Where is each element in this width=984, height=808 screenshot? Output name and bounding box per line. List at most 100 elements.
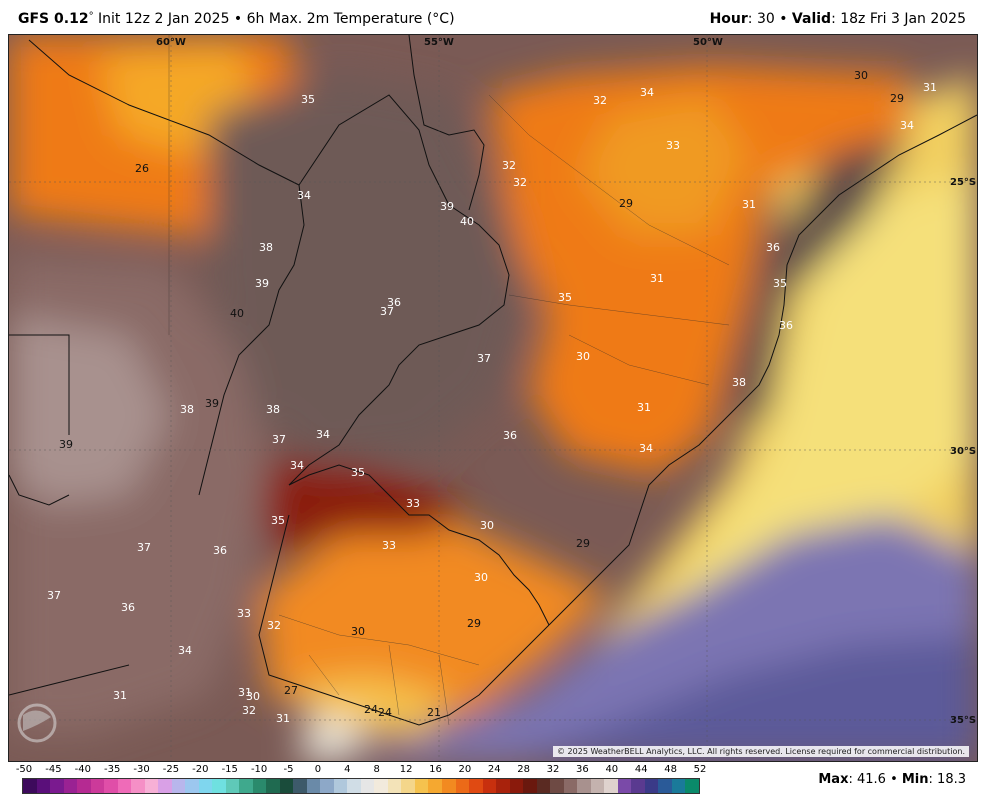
temp-label: 29 bbox=[619, 197, 633, 210]
temp-label: 38 bbox=[259, 241, 273, 254]
temp-label: 31 bbox=[742, 198, 756, 211]
legend-swatch bbox=[509, 779, 524, 793]
temp-label: 34 bbox=[178, 644, 192, 657]
valid-label: Valid bbox=[791, 11, 832, 27]
temp-label: 34 bbox=[297, 189, 311, 202]
temp-label: 40 bbox=[230, 307, 244, 320]
legend-tick: 16 bbox=[429, 764, 442, 775]
temp-label: 30 bbox=[474, 571, 488, 584]
header: GFS 0.12° Init 12z 2 Jan 2025 • 6h Max. … bbox=[0, 0, 984, 34]
temp-label: 33 bbox=[666, 139, 680, 152]
coord-35s: 35°S bbox=[950, 715, 976, 726]
legend-tick: 32 bbox=[546, 764, 560, 775]
temp-label: 21 bbox=[427, 706, 441, 719]
legend-tick: 36 bbox=[576, 764, 589, 775]
legend-swatch bbox=[482, 779, 497, 793]
temp-label: 34 bbox=[290, 459, 304, 472]
legend-tick: 52 bbox=[693, 764, 707, 775]
legend-tick: 24 bbox=[487, 764, 501, 775]
temp-label: 32 bbox=[502, 159, 516, 172]
temp-label: 39 bbox=[205, 397, 219, 410]
temp-label: 35 bbox=[351, 466, 365, 479]
temp-label: 33 bbox=[406, 497, 420, 510]
temperature-field bbox=[9, 35, 977, 761]
temp-label: 35 bbox=[301, 93, 315, 106]
legend-swatch bbox=[63, 779, 78, 793]
temperature-map[interactable]: 60°W 55°W 50°W 25°S 30°S 35°S 26 35 34 3… bbox=[8, 34, 978, 762]
temp-label: 32 bbox=[242, 704, 256, 717]
legend-tick: -15 bbox=[221, 764, 238, 775]
temp-label: 39 bbox=[255, 277, 269, 290]
state-lines bbox=[168, 35, 730, 726]
temp-label: 36 bbox=[387, 296, 401, 309]
legend-tick: 8 bbox=[373, 764, 380, 775]
temp-label: 30 bbox=[576, 350, 590, 363]
legend-swatch bbox=[239, 779, 253, 793]
temp-label: 31 bbox=[923, 81, 937, 94]
temp-label: 38 bbox=[266, 403, 280, 416]
legend-swatch bbox=[658, 779, 672, 793]
legend-swatch bbox=[131, 779, 145, 793]
legend-swatch bbox=[441, 779, 456, 793]
hour-value: : 30 • bbox=[747, 11, 792, 27]
legend-colorbar bbox=[22, 778, 700, 794]
legend-swatch bbox=[604, 779, 618, 793]
legend-swatch bbox=[50, 779, 64, 793]
legend-swatch bbox=[387, 779, 402, 793]
coord-60w: 60°W bbox=[156, 37, 186, 48]
legend-ticks: -50 -45 -40 -35 -30 -25 -20 -15 -10 -5 0 4 8 12 16 20 24… bbox=[16, 764, 708, 778]
min-label: Min bbox=[901, 772, 929, 787]
legend-swatch bbox=[644, 779, 659, 793]
legend-swatch bbox=[469, 779, 483, 793]
legend-swatch bbox=[279, 779, 294, 793]
legend-tick: -5 bbox=[283, 764, 294, 775]
temp-label: 34 bbox=[316, 428, 330, 441]
temp-label: 36 bbox=[766, 241, 780, 254]
temp-label: 24 bbox=[378, 706, 392, 719]
temp-label: 37 bbox=[137, 541, 151, 554]
legend-swatch bbox=[198, 779, 213, 793]
legend-tick: 48 bbox=[664, 764, 677, 775]
legend-swatch bbox=[171, 779, 186, 793]
temp-label: 29 bbox=[890, 92, 904, 105]
coord-30s: 30°S bbox=[950, 446, 976, 457]
legend-tick: 20 bbox=[458, 764, 472, 775]
legend-swatch bbox=[36, 779, 51, 793]
legend-swatch bbox=[306, 779, 321, 793]
legend-tick: 28 bbox=[517, 764, 531, 775]
legend-swatch bbox=[631, 779, 645, 793]
legend-swatch bbox=[590, 779, 605, 793]
temp-label: 31 bbox=[238, 686, 252, 699]
legend-swatch bbox=[374, 779, 388, 793]
legend-tick: 44 bbox=[634, 764, 648, 775]
model-degree: ° bbox=[88, 11, 94, 22]
legend-swatch bbox=[77, 779, 91, 793]
temp-label: 38 bbox=[732, 376, 746, 389]
legend-swatch bbox=[496, 779, 510, 793]
legend-swatch bbox=[225, 779, 240, 793]
valid-value: : 18z Fri 3 Jan 2025 bbox=[831, 11, 966, 27]
temp-label: 32 bbox=[267, 619, 281, 632]
temp-label: 26 bbox=[135, 162, 149, 175]
coord-25s: 25°S bbox=[950, 177, 976, 188]
legend-tick: 4 bbox=[344, 764, 351, 775]
temp-label: 24 bbox=[364, 703, 378, 716]
legend-tick: -45 bbox=[45, 764, 62, 775]
legend-swatch bbox=[523, 779, 537, 793]
temp-label: 30 bbox=[246, 690, 260, 703]
temp-label: 30 bbox=[351, 625, 365, 638]
legend-tick: 0 bbox=[314, 764, 322, 775]
temp-label: 29 bbox=[467, 617, 481, 630]
legend-swatch bbox=[104, 779, 118, 793]
temp-label: 35 bbox=[558, 291, 572, 304]
temp-label: 36 bbox=[503, 429, 517, 442]
temp-label: 37 bbox=[477, 352, 491, 365]
legend-tick: -40 bbox=[74, 764, 91, 775]
legend-swatch bbox=[252, 779, 267, 793]
temp-label: 33 bbox=[382, 539, 396, 552]
copyright-notice: © 2025 WeatherBELL Analytics, LLC. All r… bbox=[553, 746, 969, 757]
max-label: Max bbox=[818, 772, 849, 787]
legend-swatch bbox=[401, 779, 415, 793]
legend-swatch bbox=[428, 779, 442, 793]
temp-label: 34 bbox=[639, 442, 653, 455]
